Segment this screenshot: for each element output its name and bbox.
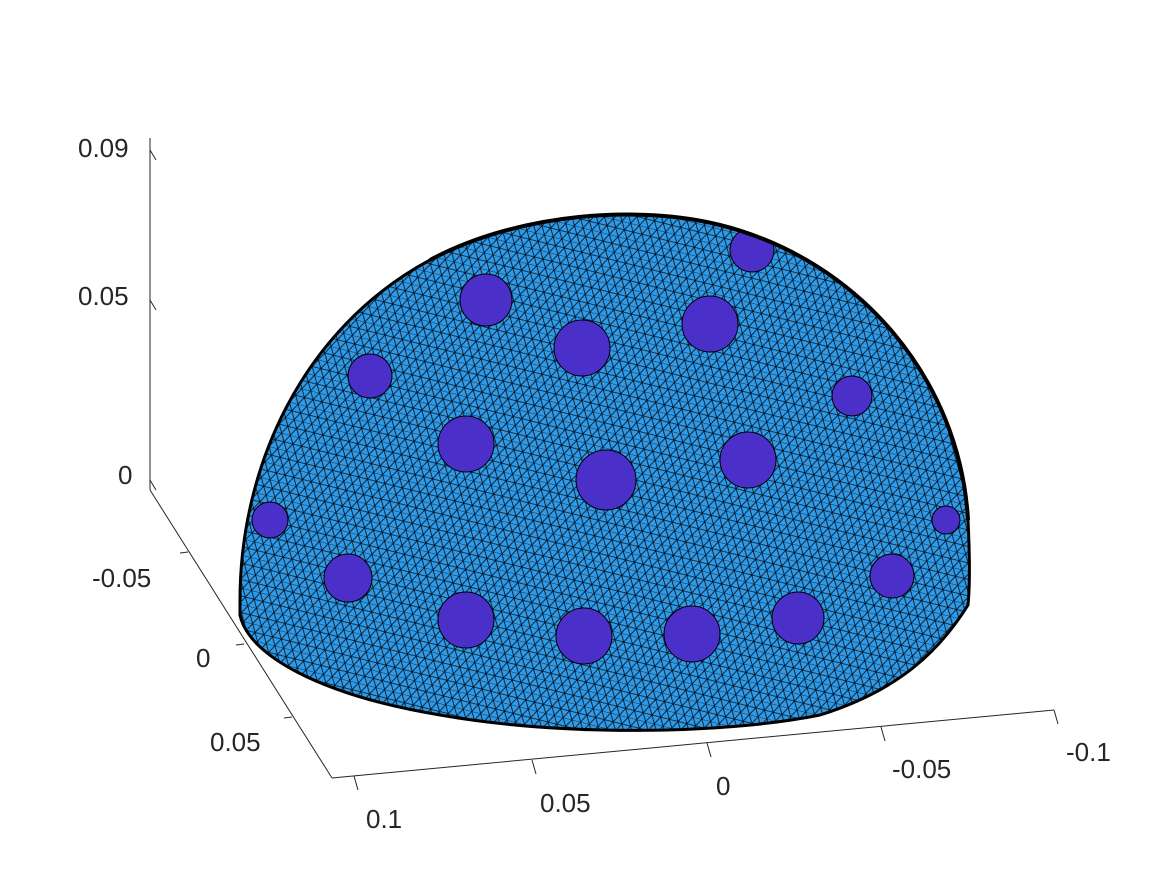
electrode-patch bbox=[323, 553, 373, 603]
hemisphere-mesh bbox=[238, 212, 971, 732]
x-tick-label: 0 bbox=[716, 771, 730, 801]
electrode-patch bbox=[437, 591, 495, 649]
z-tick-mark bbox=[149, 149, 157, 161]
x-tick-label: -0.1 bbox=[1066, 737, 1111, 767]
axes-group bbox=[149, 138, 1059, 791]
y-tick-mark bbox=[283, 716, 293, 719]
z-tick-mark bbox=[149, 299, 157, 311]
electrode-patch bbox=[575, 449, 637, 511]
electrode-patch bbox=[869, 553, 915, 599]
x-tick-mark bbox=[1053, 709, 1059, 725]
electrode-patch bbox=[931, 505, 961, 535]
electrode-patch bbox=[251, 501, 289, 539]
x-tick-mark bbox=[531, 759, 537, 775]
electrode-patch bbox=[437, 415, 495, 473]
electrode-patch bbox=[663, 605, 721, 663]
z-tick-label: 0.09 bbox=[78, 133, 129, 163]
x-axis-line bbox=[331, 709, 1055, 779]
y-axis-line bbox=[149, 489, 333, 779]
electrode-patch bbox=[459, 273, 513, 327]
y-tick-mark bbox=[179, 551, 189, 554]
z-tick-label: 0.05 bbox=[78, 281, 129, 311]
z-tick-mark bbox=[149, 479, 157, 491]
electrode-patch bbox=[681, 295, 739, 353]
x-tick-label: 0.1 bbox=[366, 804, 402, 834]
x-tick-mark bbox=[706, 742, 712, 758]
x-tick-mark bbox=[353, 775, 359, 791]
dome-rim-highlight bbox=[429, 212, 970, 521]
z-tick-labels: 0.09 0.05 0 bbox=[78, 133, 132, 490]
y-tick-labels: -0.05 0 0.05 bbox=[92, 563, 261, 757]
electrode-patch bbox=[831, 375, 873, 417]
electrode-patch bbox=[347, 353, 393, 399]
electrode-patch bbox=[771, 591, 825, 645]
y-tick-label: -0.05 bbox=[92, 563, 151, 593]
y-tick-label: 0 bbox=[196, 643, 210, 673]
electrode-patch bbox=[719, 431, 777, 489]
x-tick-mark bbox=[880, 726, 886, 742]
y-tick-mark bbox=[235, 643, 245, 646]
x-tick-label: -0.05 bbox=[892, 754, 951, 784]
electrode-group bbox=[251, 227, 961, 665]
x-tick-labels: 0.1 0.05 0 -0.05 -0.1 bbox=[366, 737, 1111, 834]
electrode-patch bbox=[555, 607, 613, 665]
z-tick-label: 0 bbox=[118, 460, 132, 490]
electrode-patch bbox=[553, 319, 611, 377]
y-tick-label: 0.05 bbox=[210, 727, 261, 757]
x-tick-label: 0.05 bbox=[540, 788, 591, 818]
